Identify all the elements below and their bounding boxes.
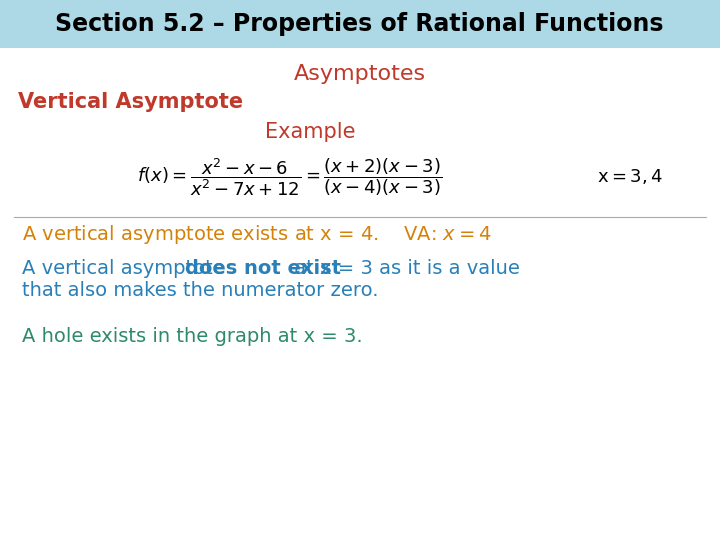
Text: Asymptotes: Asymptotes <box>294 64 426 84</box>
FancyBboxPatch shape <box>0 0 720 48</box>
Text: A vertical asymptote exists at x = 4.    VA: $x = 4$: A vertical asymptote exists at x = 4. VA… <box>22 224 492 246</box>
Text: $f(x) = \dfrac{x^2 - x - 6}{x^2 - 7x + 12} = \dfrac{(x+2)(x-3)}{(x-4)(x-3)}$: $f(x) = \dfrac{x^2 - x - 6}{x^2 - 7x + 1… <box>138 156 443 198</box>
Text: Section 5.2 – Properties of Rational Functions: Section 5.2 – Properties of Rational Fun… <box>55 12 664 36</box>
Text: that also makes the numerator zero.: that also makes the numerator zero. <box>22 280 379 300</box>
Text: Vertical Asymptote: Vertical Asymptote <box>18 92 243 112</box>
Text: does not exist: does not exist <box>185 259 341 278</box>
Text: A hole exists in the graph at x = 3.: A hole exists in the graph at x = 3. <box>22 327 363 347</box>
Text: A vertical asymptote: A vertical asymptote <box>22 259 231 278</box>
Text: Example: Example <box>265 122 355 142</box>
Text: at x = 3 as it is a value: at x = 3 as it is a value <box>288 259 520 278</box>
Text: $\mathsf{x = 3, 4}$: $\mathsf{x = 3, 4}$ <box>597 167 663 186</box>
